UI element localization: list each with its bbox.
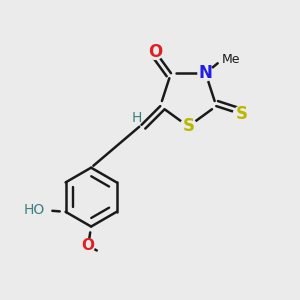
Text: S: S xyxy=(236,105,247,123)
Text: O: O xyxy=(82,238,95,253)
Text: S: S xyxy=(182,117,194,135)
Circle shape xyxy=(198,65,213,81)
Text: N: N xyxy=(199,64,212,82)
Circle shape xyxy=(180,118,196,135)
Circle shape xyxy=(82,239,94,252)
Text: O: O xyxy=(148,43,163,61)
Text: Me: Me xyxy=(222,53,240,66)
Text: H: H xyxy=(132,111,142,125)
Text: HO: HO xyxy=(24,203,45,218)
Circle shape xyxy=(233,106,250,122)
Circle shape xyxy=(148,44,163,59)
